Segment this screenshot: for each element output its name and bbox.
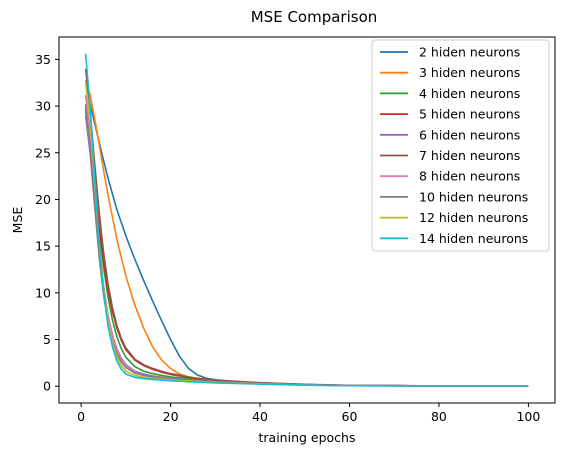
legend-entry: 2 hiden neurons	[419, 45, 520, 60]
plot-frame	[58, 36, 556, 404]
legend-entry: 4 hiden neurons	[419, 86, 520, 101]
x-tick-label: 100	[516, 409, 540, 424]
y-tick-label: 30	[35, 99, 51, 114]
y-tick-label: 20	[35, 192, 51, 207]
legend: 2 hiden neurons 3 hiden neurons 4 hiden ne…	[371, 39, 550, 252]
x-tick-label: 0	[77, 409, 85, 424]
y-tick-label: 0	[43, 379, 51, 394]
x-tick-label: 80	[431, 409, 447, 424]
legend-entry: 8 hiden neurons	[419, 169, 520, 184]
series-line-10	[84, 53, 529, 387]
legend-entry: 6 hiden neurons	[419, 127, 520, 142]
legend-entry: 5 hiden neurons	[419, 107, 520, 122]
legend-entry: 3 hiden neurons	[419, 65, 520, 80]
series-layer	[84, 53, 529, 387]
y-tick-label: 10	[35, 285, 51, 300]
y-tick-label: 35	[35, 52, 51, 67]
legend-entry: 10 hiden neurons	[419, 189, 528, 204]
y-tick-label: 15	[35, 239, 51, 254]
legend-entry: 12 hiden neurons	[419, 210, 528, 225]
y-tick-label: 25	[35, 145, 51, 160]
y-axis: 0 5 10 15 20 25 30 35	[35, 52, 59, 394]
x-axis-label: training epochs	[259, 430, 356, 445]
legend-entry: 7 hiden neurons	[419, 148, 520, 163]
x-tick-label: 40	[252, 409, 268, 424]
chart-title: MSE Comparison	[251, 8, 378, 26]
x-tick-label: 60	[342, 409, 358, 424]
legend-box	[371, 39, 550, 252]
legend-entry: 14 hiden neurons	[419, 231, 528, 246]
y-axis-label: MSE	[10, 207, 25, 234]
y-tick-label: 5	[43, 332, 51, 347]
x-axis: 0 20 40 60 80 100	[77, 403, 540, 424]
x-tick-label: 20	[163, 409, 179, 424]
